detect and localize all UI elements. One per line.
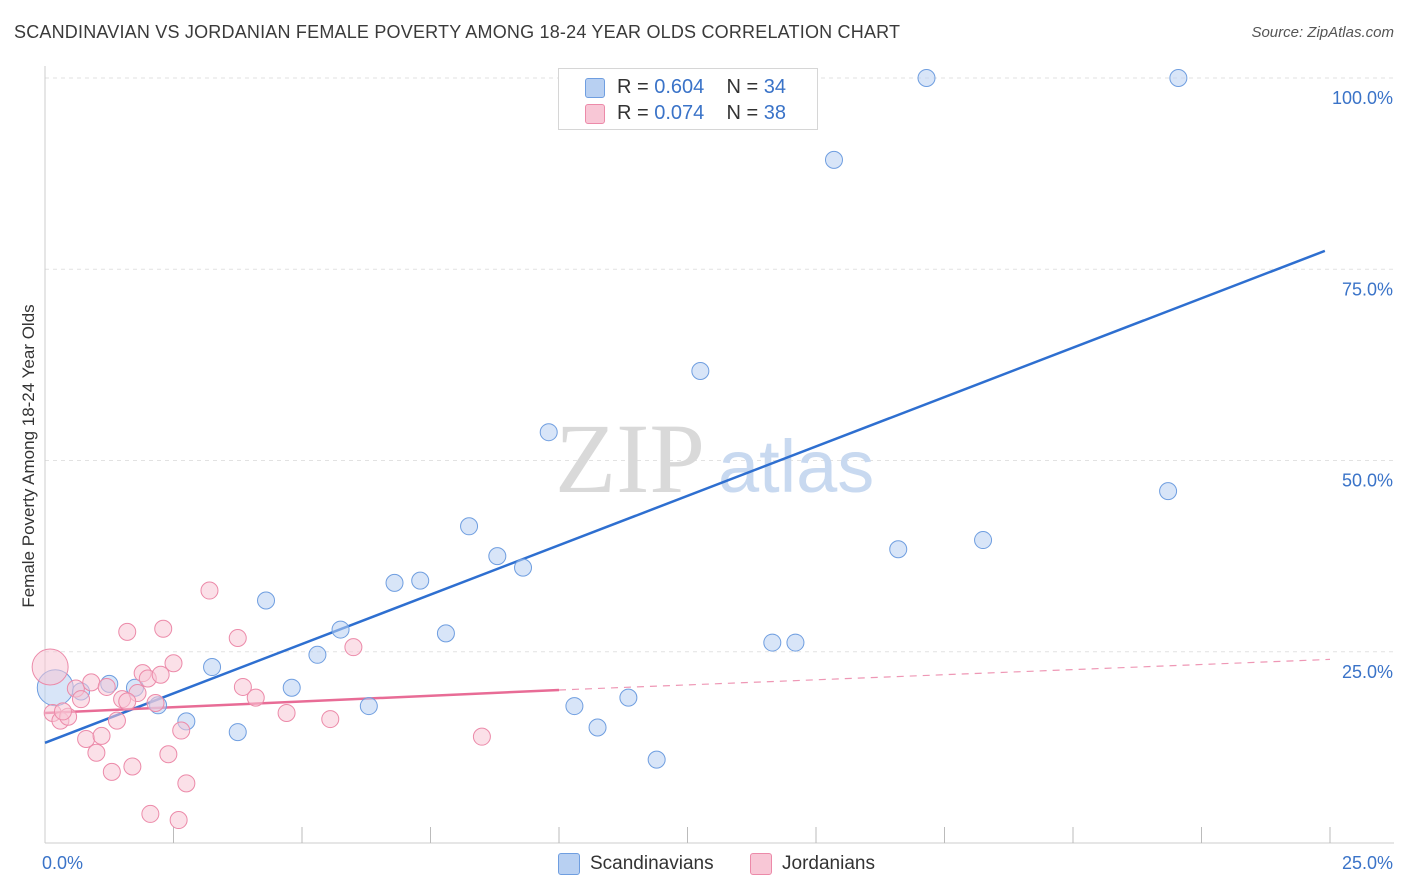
- point-scandinavians: [619, 688, 638, 707]
- bottom-legend-label-jordanians: Jordanians: [782, 853, 875, 874]
- point-jordanians: [233, 677, 252, 696]
- y-tick-label: 100.0%: [1332, 88, 1393, 108]
- point-jordanians: [146, 694, 165, 713]
- point-jordanians: [159, 745, 178, 764]
- point-scandinavians: [917, 69, 936, 87]
- gridlines: [45, 77, 1394, 653]
- bottom-legend-swatch-scandinavians: [558, 853, 580, 875]
- x-tick-label: 0.0%: [42, 853, 83, 873]
- point-jordanians: [169, 811, 188, 830]
- legend-n-value: 34: [763, 76, 787, 98]
- legend: R = 0.604 N = 34 R = 0.074 N = 38: [558, 68, 818, 130]
- bottom-legend-label-scandinavians: Scandinavians: [590, 853, 714, 874]
- bottom-legend-swatch-jordanians: [750, 853, 772, 875]
- legend-r-label: R =: [617, 76, 649, 98]
- legend-n-label: N =: [726, 76, 759, 98]
- point-jordanians: [177, 774, 196, 793]
- point-jordanians: [31, 648, 69, 686]
- point-scandinavians: [565, 697, 584, 716]
- y-axis-label: Female Poverty Among 18-24 Year Olds: [19, 304, 38, 607]
- point-jordanians: [87, 743, 106, 762]
- point-scandinavians: [691, 361, 710, 380]
- point-scandinavians: [331, 620, 350, 639]
- trend-lines: [44, 249, 1331, 744]
- point-scandinavians: [1159, 482, 1178, 501]
- point-scandinavians: [411, 571, 430, 590]
- point-scandinavians: [460, 517, 479, 536]
- point-scandinavians: [974, 531, 993, 550]
- tick-labels: 25.0% 50.0% 75.0% 100.0% 0.0% 25.0%: [42, 88, 1393, 873]
- trend-line-ext-jordanians: [558, 658, 1331, 691]
- point-scandinavians: [203, 658, 222, 677]
- source-label: Source: ZipAtlas.com: [1251, 24, 1394, 41]
- data-points: [31, 69, 1188, 830]
- point-jordanians: [172, 721, 191, 740]
- point-jordanians: [344, 638, 363, 657]
- y-tick-label: 25.0%: [1342, 662, 1393, 682]
- point-scandinavians: [488, 547, 507, 566]
- point-scandinavians: [282, 678, 301, 697]
- point-jordanians: [123, 757, 142, 776]
- point-scandinavians: [647, 750, 666, 769]
- point-jordanians: [53, 702, 72, 721]
- watermark-zip: ZIP: [555, 403, 705, 514]
- legend-swatch-jordanians: [585, 104, 605, 124]
- point-jordanians: [102, 762, 121, 781]
- point-jordanians: [164, 654, 183, 673]
- watermark: ZIP atlas: [555, 403, 874, 514]
- legend-swatch-scandinavians: [585, 78, 605, 98]
- point-scandinavians: [824, 150, 843, 169]
- x-tick-label: 25.0%: [1342, 853, 1393, 873]
- legend-r-label: R =: [617, 102, 649, 124]
- legend-n-value: 38: [763, 102, 787, 124]
- point-jordanians: [321, 710, 340, 729]
- point-scandinavians: [436, 624, 455, 643]
- point-scandinavians: [228, 723, 247, 742]
- point-scandinavians: [588, 718, 607, 737]
- point-scandinavians: [786, 633, 805, 652]
- point-jordanians: [141, 804, 160, 823]
- point-scandinavians: [514, 558, 533, 577]
- point-jordanians: [154, 619, 173, 638]
- point-scandinavians: [385, 573, 404, 592]
- point-jordanians: [151, 665, 170, 684]
- point-jordanians: [246, 688, 265, 707]
- point-scandinavians: [889, 540, 908, 559]
- point-jordanians: [228, 628, 247, 647]
- point-jordanians: [118, 692, 137, 711]
- point-scandinavians: [257, 591, 276, 610]
- chart-title: SCANDINAVIAN VS JORDANIAN FEMALE POVERTY…: [14, 22, 901, 42]
- y-tick-label: 75.0%: [1342, 279, 1393, 299]
- legend-r-value: 0.074: [654, 102, 705, 124]
- point-jordanians: [92, 726, 111, 745]
- point-jordanians: [71, 690, 90, 709]
- point-scandinavians: [539, 423, 558, 442]
- point-jordanians: [472, 727, 491, 746]
- point-scandinavians: [763, 633, 782, 652]
- point-jordanians: [107, 711, 126, 730]
- legend-r-value: 0.604: [654, 76, 705, 98]
- y-tick-label: 50.0%: [1342, 471, 1393, 491]
- point-scandinavians: [308, 645, 327, 664]
- point-jordanians: [200, 581, 219, 600]
- point-scandinavians: [359, 697, 378, 716]
- trend-line-scandinavians: [44, 249, 1326, 744]
- point-jordanians: [118, 622, 137, 641]
- point-jordanians: [277, 703, 296, 722]
- point-jordanians: [82, 673, 101, 692]
- point-scandinavians: [1169, 69, 1188, 87]
- legend-n-label: N =: [726, 102, 759, 124]
- point-jordanians: [97, 677, 116, 696]
- watermark-atlas: atlas: [718, 425, 874, 508]
